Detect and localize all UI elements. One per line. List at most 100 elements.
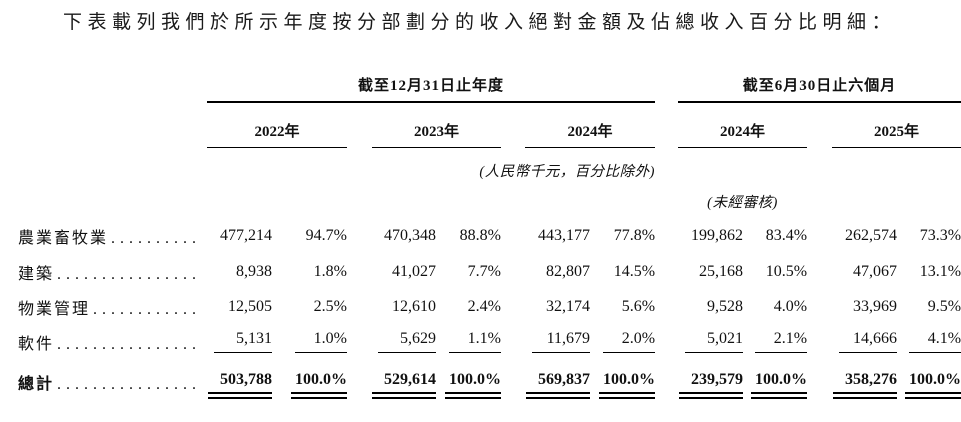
percent-cell: 2.0%	[590, 324, 656, 359]
year-header-2024: 2024年	[525, 102, 656, 148]
row-label-cell: 農業畜牧業	[12, 217, 207, 254]
period-group-interim: 截至6月30日止六個月	[678, 74, 961, 103]
percent-cell: 4.1%	[897, 324, 961, 359]
dot-leader	[111, 230, 199, 248]
column-gap	[501, 359, 525, 405]
units-note-row: (人民幣千元，百分比除外)	[12, 147, 961, 184]
row-label: 總計	[18, 376, 55, 393]
period-group-annual: 截至12月31日止年度	[207, 74, 656, 103]
column-gap	[655, 74, 678, 102]
dot-leader	[57, 266, 199, 284]
percent-cell: 88.8%	[459, 226, 501, 244]
value-cell: 477,214	[220, 226, 272, 244]
double-underlined-value: 569,837	[526, 371, 590, 399]
underlined-value: 1.1%	[449, 330, 501, 353]
row-label: 建築	[18, 265, 55, 283]
table-row-property-management: 物業管理 12,505 2.5% 12,610 2.4% 32,174 5.6%…	[12, 289, 961, 324]
column-gap	[807, 359, 832, 405]
percent-cell: 5.6%	[621, 297, 656, 315]
column-gap	[501, 289, 525, 324]
total-value-cell: 239,579	[678, 359, 744, 405]
value-cell: 5,021	[678, 324, 744, 359]
column-gap	[347, 359, 372, 405]
underlined-value: 11,679	[532, 330, 590, 353]
row-label-cell: 物業管理	[12, 289, 207, 324]
table-row-agriculture: 農業畜牧業 477,214 94.7% 470,348 88.8% 443,17…	[12, 217, 961, 254]
column-gap	[655, 102, 678, 147]
column-gap	[655, 217, 678, 254]
underlined-value: 5,021	[685, 330, 744, 353]
year-header-2024-interim: 2024年	[678, 102, 808, 148]
value-cell: 443,177	[538, 226, 590, 244]
percent-cell: 13.1%	[919, 262, 961, 280]
spacer-cell	[12, 102, 207, 147]
double-underlined-value: 100.0%	[291, 371, 347, 399]
table-row-total: 總計 503,788 100.0% 529,614 100.0% 569,837…	[12, 359, 961, 405]
spacer-cell	[655, 147, 961, 184]
column-gap	[347, 217, 372, 254]
row-label-cell: 軟件	[12, 324, 207, 359]
revenue-by-segment-table: 截至12月31日止年度 截至6月30日止六個月 2022年 2023年 2024…	[12, 74, 961, 405]
percent-cell: 83.4%	[765, 226, 808, 244]
percent-cell: 1.1%	[436, 324, 501, 359]
double-underlined-value: 100.0%	[751, 371, 808, 399]
dot-leader	[93, 301, 199, 319]
column-gap	[807, 324, 832, 359]
value-cell: 5,629	[372, 324, 436, 359]
spacer-cell	[807, 184, 961, 217]
percent-cell: 2.4%	[467, 297, 501, 315]
table-row-construction: 建築 8,938 1.8% 41,027 7.7% 82,807 14.5% 2…	[12, 254, 961, 289]
year-header-2025-interim: 2025年	[832, 102, 961, 148]
percent-cell: 14.5%	[613, 262, 656, 280]
percent-cell: 2.1%	[743, 324, 808, 359]
double-underlined-value: 529,614	[372, 371, 436, 399]
double-underlined-value: 100.0%	[905, 371, 961, 399]
row-label: 物業管理	[18, 300, 91, 318]
year-header-row: 2022年 2023年 2024年 2024年 2025年	[12, 102, 961, 148]
page-title: 下表載列我們於所示年度按分部劃分的收入絕對金額及佔總收入百分比明細：	[63, 12, 897, 33]
total-percent-cell: 100.0%	[897, 359, 961, 405]
value-cell: 25,168	[699, 262, 744, 280]
document-page: 下表載列我們於所示年度按分部劃分的收入絕對金額及佔總收入百分比明細： 截至12月…	[0, 7, 961, 422]
column-gap	[655, 324, 678, 359]
total-value-cell: 503,788	[207, 359, 272, 405]
total-percent-cell: 100.0%	[743, 359, 808, 405]
value-cell: 8,938	[236, 262, 272, 280]
underlined-value: 14,666	[839, 330, 898, 353]
row-label: 軟件	[18, 335, 55, 353]
total-percent-cell: 100.0%	[590, 359, 656, 405]
value-cell: 470,348	[384, 226, 436, 244]
column-gap	[347, 289, 372, 324]
value-cell: 82,807	[546, 262, 590, 280]
column-gap	[501, 254, 525, 289]
percent-cell: 7.7%	[467, 262, 501, 280]
total-value-cell: 569,837	[525, 359, 590, 405]
spacer-cell	[12, 184, 678, 217]
column-gap	[655, 359, 678, 405]
value-cell: 9,528	[707, 297, 744, 315]
year-header-2023: 2023年	[372, 102, 501, 148]
dot-leader	[57, 336, 199, 354]
column-gap	[807, 217, 832, 254]
percent-cell: 94.7%	[305, 226, 347, 244]
total-value-cell: 358,276	[832, 359, 898, 405]
unaudited-note: (未經審核)	[707, 195, 778, 211]
total-value-cell: 529,614	[372, 359, 436, 405]
value-cell: 12,610	[392, 297, 436, 315]
value-cell: 11,679	[525, 324, 590, 359]
double-underlined-value: 100.0%	[445, 371, 501, 399]
spacer-cell	[12, 74, 207, 102]
underlined-value: 2.0%	[603, 330, 656, 353]
percent-cell: 9.5%	[927, 297, 961, 315]
dot-leader	[57, 376, 199, 394]
underlined-value: 5,629	[378, 330, 436, 353]
column-gap	[807, 289, 832, 324]
column-gap	[655, 289, 678, 324]
value-cell: 32,174	[546, 297, 590, 315]
double-underlined-value: 100.0%	[599, 371, 656, 399]
percent-cell: 1.8%	[313, 262, 347, 280]
units-note: (人民幣千元，百分比除外)	[479, 164, 656, 180]
underlined-value: 2.1%	[755, 330, 808, 353]
percent-cell: 77.8%	[613, 226, 656, 244]
value-cell: 41,027	[392, 262, 436, 280]
